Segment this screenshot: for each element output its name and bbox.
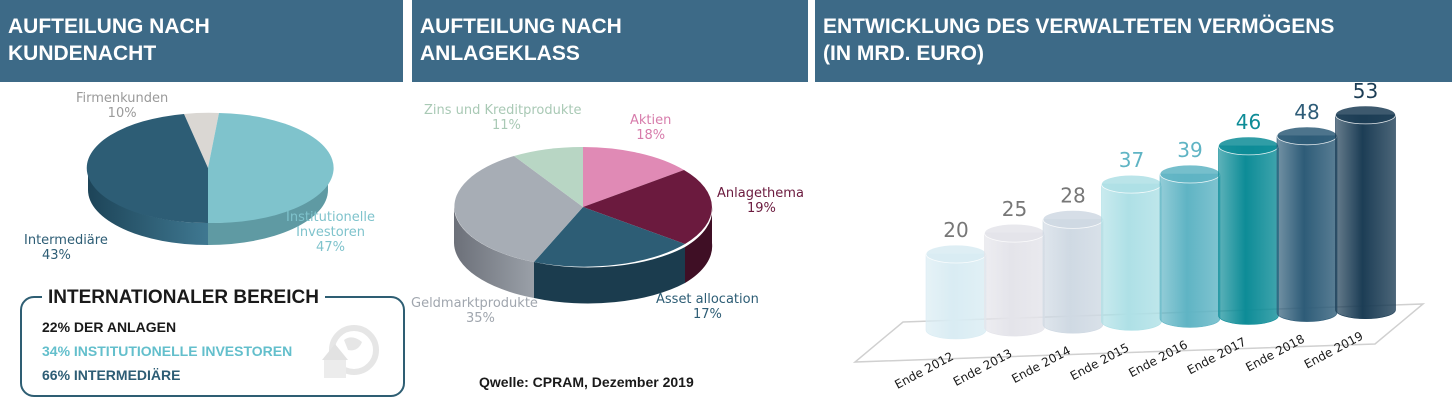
panel-title-line2: KUNDENACHT xyxy=(8,42,157,65)
label-zins: Zins und Kreditprodukte 11% xyxy=(424,103,581,133)
slice-value: 11% xyxy=(492,118,521,133)
bar-value-label: 46 xyxy=(1236,110,1261,134)
slice-name: Anlagethema xyxy=(717,186,804,201)
bar-top-6 xyxy=(1218,136,1279,156)
bar-top-5 xyxy=(1159,164,1221,184)
bar-top-7 xyxy=(1276,126,1338,146)
panel-title-line1: AUFTEILUNG NACH xyxy=(8,15,210,38)
panel-title-line2: (IN MRD. EURO) xyxy=(823,42,984,65)
slice-name: Asset allocation xyxy=(656,292,759,307)
label-firmenkunden: Firmenkunden 10% xyxy=(76,91,168,121)
label-asset-allocation: Asset allocation 17% xyxy=(656,292,759,322)
pie-slice-asset-allocation xyxy=(534,207,685,267)
slice-value: 17% xyxy=(692,307,722,322)
bar-top-8 xyxy=(1335,105,1396,125)
label-institutionelle: Institutionelle Investoren 47% xyxy=(286,210,375,255)
slice-name: Aktien xyxy=(630,113,672,128)
source-note: Qwelle: CPRAM, Dezember 2019 xyxy=(479,374,694,390)
international-line-1: 22% DER ANLAGEN xyxy=(42,319,177,335)
bar-value-label: 28 xyxy=(1060,183,1085,207)
slice-value: 18% xyxy=(636,128,666,143)
international-line-3: 66% INTERMEDIÄRE xyxy=(42,367,181,383)
panel-header-aum: ENTWICKLUNG DES VERWALTETEN VERMÖGENS (I… xyxy=(815,0,1452,82)
globe-arrow-icon xyxy=(322,325,379,378)
bar-value-label: 48 xyxy=(1294,100,1319,124)
slice-name: Intermediäre xyxy=(24,233,108,248)
slice-name-line1: Institutionelle xyxy=(286,210,376,225)
bar-top-1 xyxy=(925,244,987,264)
bar-5 xyxy=(1159,173,1221,328)
panel-title-line1: AUFTEILUNG NACH xyxy=(420,15,622,38)
pie-slice-zins xyxy=(514,146,583,207)
slice-name: Firmenkunden xyxy=(76,91,169,106)
bar-value-label: 37 xyxy=(1119,148,1144,172)
pie-slice-side-intermediare xyxy=(88,168,208,245)
pie-slice-side-anlagethema xyxy=(685,207,713,283)
bar-value-label: 20 xyxy=(943,218,968,242)
bar-top-4 xyxy=(1101,174,1162,194)
label-geldmarkt: Geldmarktprodukte 35% xyxy=(411,296,538,326)
pie-slice-anlagethema xyxy=(583,170,712,244)
slice-value: 43% xyxy=(42,248,71,263)
asset-pie-chart xyxy=(454,146,713,304)
bar-value-label: 53 xyxy=(1353,82,1378,103)
bar-8 xyxy=(1335,114,1396,319)
international-line-2: 34% INSTITUTIONELLE INVESTOREN xyxy=(42,343,293,359)
pie-slice-firmenkunden xyxy=(184,112,219,168)
bar-2 xyxy=(984,232,1045,337)
panel-title-line2: ANLAGEKLASS xyxy=(420,42,580,65)
label-anlagethema: Anlagethema 19% xyxy=(717,186,804,216)
pie-slice-side-institutionelle xyxy=(208,168,328,245)
panel-header-client: AUFTEILUNG NACH KUNDENACHT xyxy=(0,0,403,82)
slice-value: 47% xyxy=(316,240,345,255)
bar-7 xyxy=(1276,135,1338,322)
client-pie-chart xyxy=(86,112,334,245)
bar-value-label: 39 xyxy=(1177,138,1202,162)
slice-value: 35% xyxy=(466,311,495,326)
label-aktien: Aktien 18% xyxy=(630,113,671,143)
pie-slice-intermediare xyxy=(86,114,208,224)
slice-value: 10% xyxy=(107,106,137,121)
pie-slice-side-asset-allocation xyxy=(534,247,685,304)
bar-value-label: 25 xyxy=(1002,197,1027,221)
pie-slice-geldmarkt xyxy=(454,156,583,262)
international-title: INTERNATIONALER BEREICH xyxy=(42,287,325,309)
pie-slice-aktien xyxy=(583,147,684,207)
bar-1 xyxy=(925,253,987,340)
panel-header-asset: AUFTEILUNG NACH ANLAGEKLASS xyxy=(412,0,808,82)
label-intermediare: Intermediäre 43% xyxy=(24,233,108,263)
slice-name: Geldmarktprodukte xyxy=(411,296,538,311)
bar-top-3 xyxy=(1042,209,1104,229)
bar-6 xyxy=(1218,145,1279,325)
bar-4 xyxy=(1101,183,1162,331)
panel-title-line1: ENTWICKLUNG DES VERWALTETEN VERMÖGENS xyxy=(823,15,1335,38)
bar-top-2 xyxy=(984,223,1045,243)
bar-3 xyxy=(1042,219,1104,334)
slice-value: 19% xyxy=(747,201,776,216)
slice-name: Zins und Kreditprodukte xyxy=(424,103,582,118)
pie-slice-institutionelle xyxy=(208,113,334,224)
pie-slice-side-geldmarkt xyxy=(454,207,534,298)
slice-name-line2: Investoren xyxy=(296,225,365,240)
